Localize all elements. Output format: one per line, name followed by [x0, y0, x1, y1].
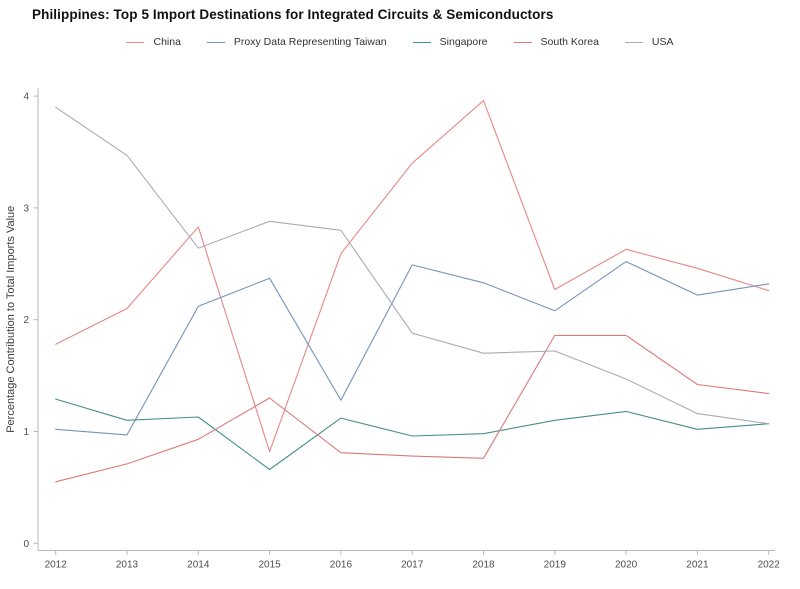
legend-item-proxy-data-representing-taiwan: Proxy Data Representing Taiwan — [206, 36, 387, 48]
x-tick-label: 2020 — [615, 560, 638, 571]
legend-item-china: China — [126, 36, 181, 48]
legend-label: USA — [651, 36, 674, 48]
legend-label: China — [153, 36, 181, 48]
legend-swatch-proxy-data-representing-taiwan — [206, 41, 225, 43]
x-tick-label: 2018 — [472, 560, 495, 571]
x-tick-label: 2021 — [686, 560, 709, 571]
x-tick-label: 2012 — [45, 560, 68, 571]
y-axis-title: Percentage Contribution to Total Imports… — [5, 206, 17, 433]
series-line-singapore — [55, 398, 770, 471]
legend: China Proxy Data Representing Taiwan Singa… — [0, 36, 800, 48]
legend-item-south-korea: South Korea — [513, 36, 599, 48]
y-tick-label: 0 — [23, 539, 29, 550]
x-tick-label: 2017 — [401, 560, 424, 571]
y-tick-label: 4 — [23, 92, 29, 103]
legend-label: South Korea — [540, 36, 599, 48]
legend-item-singapore: Singapore — [412, 36, 488, 48]
x-tick-label: 2015 — [258, 560, 281, 571]
series-line-china — [55, 100, 770, 453]
chart-title: Philippines: Top 5 Import Destinations f… — [32, 7, 554, 22]
legend-swatch-china — [126, 41, 145, 43]
legend-swatch-usa — [624, 41, 643, 43]
x-tick-label: 2016 — [330, 560, 353, 571]
y-tick-label: 1 — [23, 427, 29, 438]
legend-item-usa: USA — [624, 36, 674, 48]
y-tick-label: 2 — [23, 315, 29, 326]
y-tick-label: 3 — [23, 203, 29, 214]
legend-label: Singapore — [439, 36, 488, 48]
legend-label: Proxy Data Representing Taiwan — [233, 36, 387, 48]
x-tick-label: 2022 — [758, 560, 781, 571]
x-tick-label: 2019 — [544, 560, 567, 571]
x-tick-label: 2014 — [187, 560, 210, 571]
x-tick-label: 2013 — [116, 560, 139, 571]
series-line-proxy-data-representing-taiwan — [55, 261, 770, 436]
series-line-south-korea — [55, 334, 770, 483]
legend-swatch-south-korea — [513, 41, 532, 43]
legend-swatch-singapore — [412, 41, 431, 43]
series-line-usa — [55, 106, 770, 425]
